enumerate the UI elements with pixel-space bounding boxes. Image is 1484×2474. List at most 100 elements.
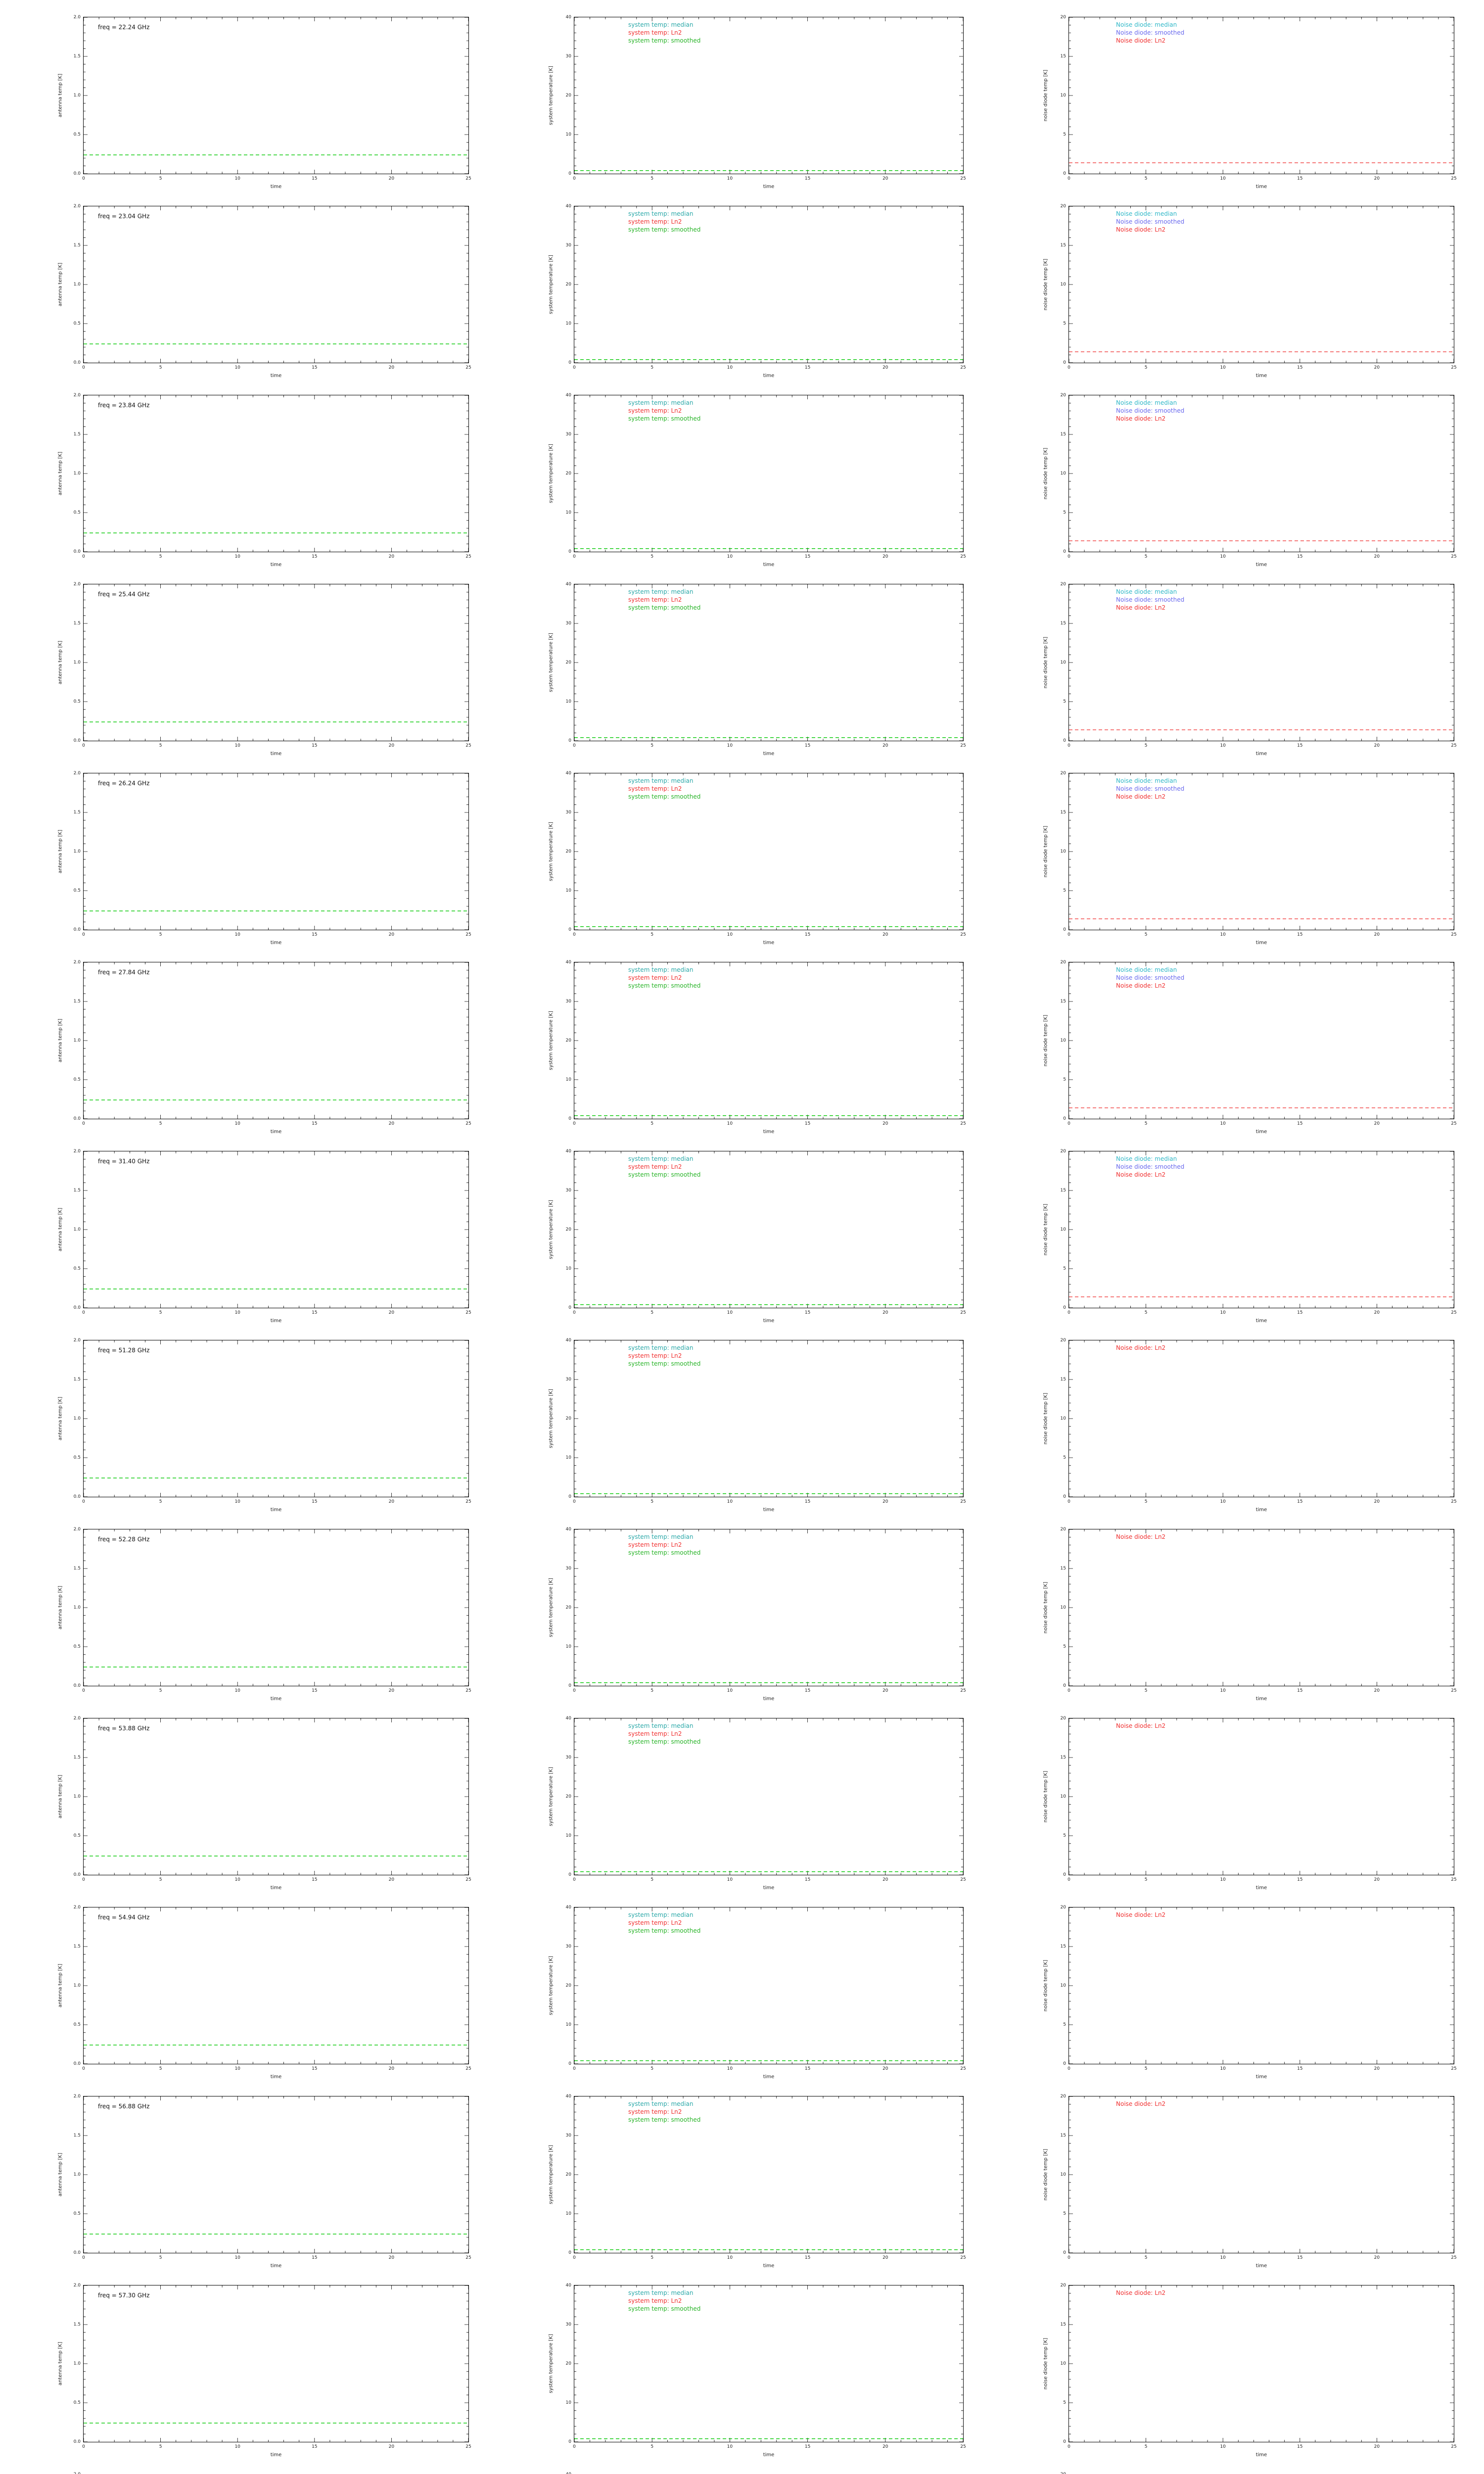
x-axis-label: time [1255,1318,1267,1324]
x-axis-label: time [270,1885,282,1891]
plot-frame [1068,1529,1454,1686]
y-tick-label: 0 [568,927,571,932]
freq-label: freq = 51.28 GHz [98,1347,150,1354]
y-axis-label: antenna temp [K] [57,2152,63,2197]
legend-item: Noise diode: Ln2 [1116,2100,1166,2107]
freq-label: freq = 54.94 GHz [98,1914,150,1921]
x-axis-label: time [270,1129,282,1135]
plot-row4-mid: system temperature [K] time 0 5 10 15 20 25 0 10 2… [549,582,966,757]
y-tick-label: 0 [568,738,571,743]
x-tick-label: 0 [1067,1121,1070,1126]
plot-row2-left: antenna temp [K] time 0 5 10 15 20 25 0.0 0.5 1.0 1… [58,204,471,379]
x-tick-label: 20 [1374,2444,1380,2449]
plot-row13-right: noise diode temp [K] time 0 5 10 15 20 25 0 5 10 15… [1043,2283,1457,2458]
y-axis-label: system temperature [K] [548,1200,554,1259]
x-tick-label: 10 [234,176,240,181]
legend-item: Noise diode: Ln2 [1116,793,1166,800]
legend: Noise diode: median Noise diode: smoothed… [1116,399,1184,423]
plot-canvas [574,1529,964,1686]
x-tick-label: 20 [388,176,395,181]
axis-ticks [574,1151,964,1308]
y-tick-label: 0.5 [73,1266,81,1271]
y-tick-label: 0.5 [73,510,81,515]
plot-row6-right: noise diode temp [K] time 0 5 10 15 20 25 0 5 10 15… [1043,960,1457,1135]
x-tick-label: 10 [727,2444,733,2449]
y-tick-label: 2.0 [73,960,81,965]
y-tick-label: 0 [1063,1305,1066,1310]
y-tick-label: 0.0 [73,1683,81,1688]
legend: Noise diode: median Noise diode: smoothed… [1116,777,1184,801]
x-axis-label: time [763,373,775,379]
y-axis-label: antenna temp [K] [57,451,63,496]
x-tick-label: 5 [1144,743,1148,748]
y-tick-label: 1.5 [73,243,81,248]
y-tick-label: 30 [565,2322,571,2327]
freq-label: freq = 31.40 GHz [98,1158,150,1165]
plot-frame [83,1907,469,2064]
y-axis-label: antenna temp [K] [57,1774,63,1819]
x-tick-label: 25 [465,2444,471,2449]
x-axis-label: time [270,2263,282,2269]
y-tick-label: 10 [565,2022,571,2027]
y-tick-label: 20 [565,2361,571,2366]
plot-row12-left: antenna temp [K] time 0 5 10 15 20 25 0.0 0.5 1.0 1… [58,2094,471,2269]
axis-ticks [1068,584,1454,741]
y-axis-label: system temperature [K] [548,2145,554,2204]
x-tick-label: 5 [159,365,162,370]
plot-frame [83,2096,469,2253]
plot-row1-mid: system temperature [K] time 0 5 10 15 20 25 0 10 2… [549,15,966,190]
legend-item: system temp: Ln2 [628,218,682,225]
y-tick-label: 0 [1063,171,1066,176]
y-tick-label: 15 [1060,54,1066,59]
y-tick-label: 2.0 [73,582,81,587]
axis-ticks [83,1340,469,1497]
y-axis-label: system temperature [K] [548,66,554,125]
legend-item: Noise diode: median [1116,1155,1177,1162]
y-tick-label: 5 [1063,888,1066,893]
legend: Noise diode: median Noise diode: smoothed… [1116,210,1184,234]
x-tick-label: 25 [960,2255,966,2260]
x-tick-label: 20 [882,2066,888,2071]
y-tick-label: 2.0 [73,204,81,209]
plot-frame [1068,206,1454,363]
x-tick-label: 20 [388,2444,395,2449]
axis-ticks [1068,1340,1454,1497]
x-tick-label: 20 [388,1877,395,1882]
y-tick-label: 40 [565,204,571,209]
y-tick-label: 2.0 [73,1149,81,1154]
x-tick-label: 15 [312,1310,318,1315]
axis-ticks [574,2096,964,2253]
x-tick-label: 0 [82,1121,85,1126]
y-tick-label: 20 [565,93,571,98]
y-tick-label: 10 [565,888,571,893]
y-tick-label: 0 [1063,360,1066,365]
x-tick-label: 5 [159,2066,162,2071]
legend: system temp: median system temp: Ln2 syste… [628,2289,700,2313]
x-tick-label: 25 [1451,1499,1457,1504]
y-tick-label: 40 [565,1338,571,1343]
plot-frame [83,962,469,1119]
x-tick-label: 20 [1374,1310,1380,1315]
y-tick-label: 0 [568,1305,571,1310]
axis-ticks [574,1718,964,1875]
legend: Noise diode: Ln2 [1116,1722,1165,1730]
y-axis-label: system temperature [K] [548,1956,554,2015]
plot-canvas [1068,395,1454,552]
x-tick-label: 10 [234,2444,240,2449]
x-tick-label: 20 [1374,1877,1380,1882]
x-tick-label: 10 [727,1121,733,1126]
y-axis-label: antenna temp [K] [57,1963,63,2008]
y-tick-label: 1.0 [73,660,81,665]
x-tick-label: 25 [960,2066,966,2071]
x-tick-label: 25 [1451,1310,1457,1315]
y-tick-label: 15 [1060,2133,1066,2138]
plot-row9-mid: system temperature [K] time 0 5 10 15 20 25 0 10 2… [549,1527,966,1702]
y-tick-label: 1.5 [73,2322,81,2327]
legend-item: system temp: median [628,21,694,28]
x-tick-label: 5 [650,1121,654,1126]
y-axis-label: antenna temp [K] [57,1207,63,1252]
plot-frame [574,1907,964,2064]
plot-row4-left: antenna temp [K] time 0 5 10 15 20 25 0.0 0.5 1.0 1… [58,582,471,757]
x-tick-label: 5 [650,1688,654,1693]
x-tick-label: 5 [650,743,654,748]
